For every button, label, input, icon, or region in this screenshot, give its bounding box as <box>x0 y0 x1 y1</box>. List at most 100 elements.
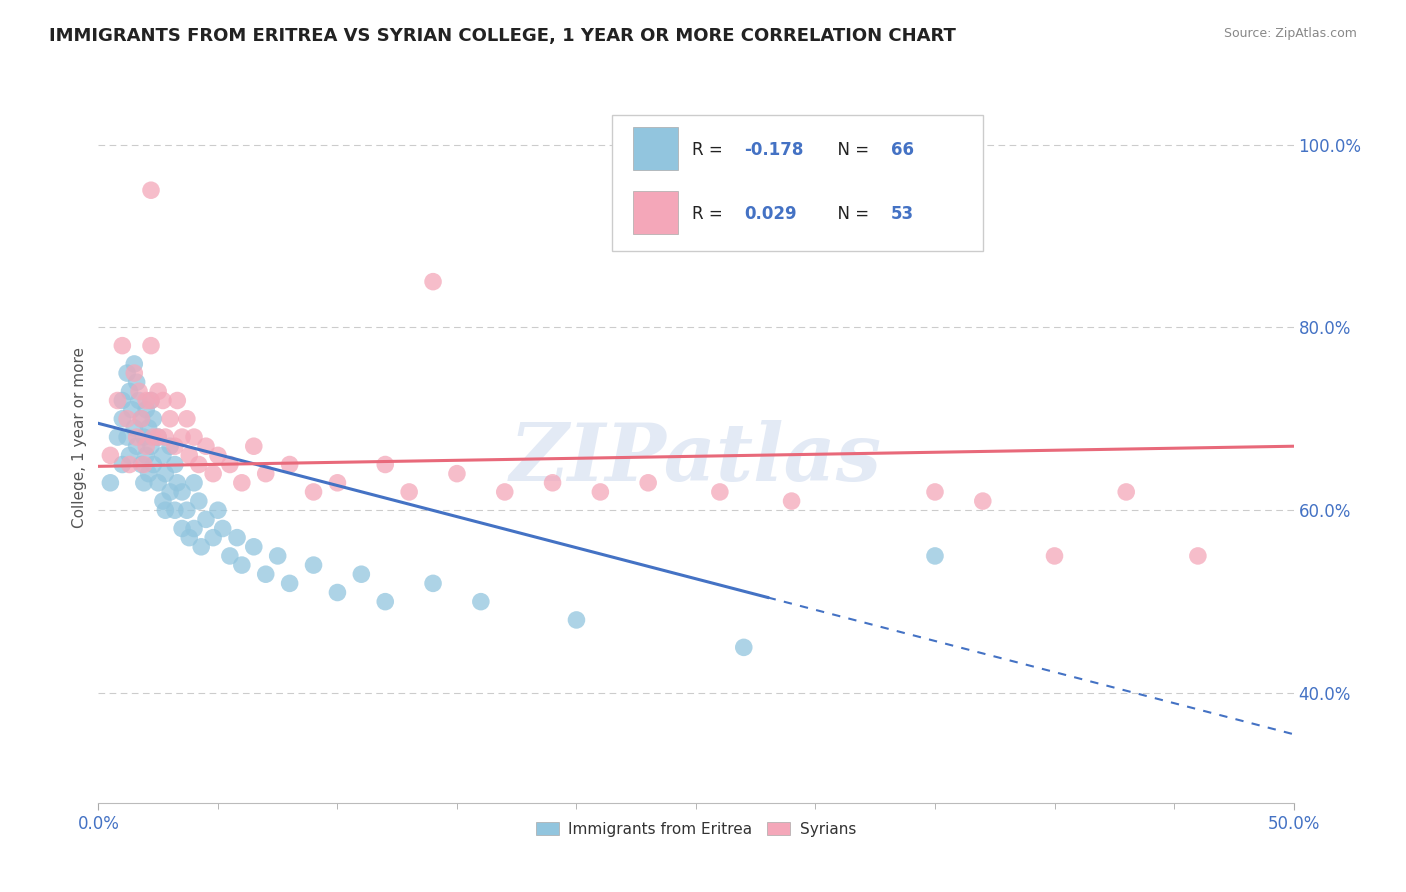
Point <box>111 412 134 426</box>
Point <box>278 458 301 472</box>
Point <box>733 640 755 655</box>
Point <box>125 439 148 453</box>
Text: 66: 66 <box>891 141 914 159</box>
Point <box>163 458 186 472</box>
Point <box>131 412 153 426</box>
Point <box>1187 549 1209 563</box>
Point <box>924 549 946 563</box>
Point <box>148 475 170 490</box>
Y-axis label: College, 1 year or more: College, 1 year or more <box>72 347 87 527</box>
Point <box>155 430 177 444</box>
Point <box>152 448 174 462</box>
Point <box>107 393 129 408</box>
Point <box>132 458 155 472</box>
Point <box>350 567 373 582</box>
Text: IMMIGRANTS FROM ERITREA VS SYRIAN COLLEGE, 1 YEAR OR MORE CORRELATION CHART: IMMIGRANTS FROM ERITREA VS SYRIAN COLLEG… <box>49 27 956 45</box>
Point <box>494 485 516 500</box>
Point <box>422 275 444 289</box>
Point <box>226 531 249 545</box>
Point <box>195 512 218 526</box>
Point <box>254 567 277 582</box>
Point <box>972 494 994 508</box>
Point <box>231 475 253 490</box>
Point <box>124 366 146 380</box>
Point <box>179 448 201 462</box>
Point <box>172 430 194 444</box>
Point <box>278 576 301 591</box>
Point <box>159 412 181 426</box>
Point <box>166 393 188 408</box>
Point <box>176 503 198 517</box>
Point <box>780 494 803 508</box>
Point <box>1115 485 1137 500</box>
Point <box>135 402 157 417</box>
Point <box>541 475 564 490</box>
Point <box>709 485 731 500</box>
Point <box>1043 549 1066 563</box>
Point <box>115 430 138 444</box>
Text: -0.178: -0.178 <box>744 141 803 159</box>
Point <box>179 531 201 545</box>
Point <box>124 421 146 435</box>
Point <box>422 576 444 591</box>
Point <box>131 458 153 472</box>
Point <box>139 183 162 197</box>
Point <box>159 485 181 500</box>
Point <box>924 485 946 500</box>
Point <box>374 594 396 608</box>
Point <box>302 558 325 573</box>
Point <box>128 384 150 399</box>
Point <box>142 412 165 426</box>
Point <box>139 338 162 352</box>
Point <box>148 430 170 444</box>
Point <box>155 503 177 517</box>
Point <box>138 467 160 481</box>
Point <box>565 613 588 627</box>
Point <box>131 412 153 426</box>
Point <box>111 338 134 352</box>
Point <box>118 448 141 462</box>
Point <box>115 366 138 380</box>
Point <box>155 467 177 481</box>
Point <box>118 458 141 472</box>
Point <box>470 594 492 608</box>
Point <box>148 430 170 444</box>
Point <box>183 521 205 535</box>
Point <box>231 558 253 573</box>
Text: N =: N = <box>827 141 875 159</box>
Point <box>159 439 181 453</box>
Point <box>187 458 209 472</box>
Point <box>166 475 188 490</box>
FancyBboxPatch shape <box>613 115 983 251</box>
Point <box>138 421 160 435</box>
Point <box>190 540 212 554</box>
Point <box>219 458 242 472</box>
Point <box>107 430 129 444</box>
Point <box>302 485 325 500</box>
Bar <box>633 191 678 235</box>
Point <box>125 430 148 444</box>
Point <box>267 549 290 563</box>
Point <box>219 549 242 563</box>
Point <box>326 475 349 490</box>
Point <box>211 521 233 535</box>
Point <box>111 458 134 472</box>
Point <box>152 393 174 408</box>
Point <box>326 585 349 599</box>
Point <box>115 412 138 426</box>
Point <box>98 448 122 462</box>
Text: R =: R = <box>692 141 728 159</box>
Point <box>121 402 143 417</box>
Point <box>172 485 194 500</box>
Point <box>163 503 186 517</box>
Point <box>243 439 266 453</box>
Point <box>148 384 170 399</box>
Point <box>374 458 396 472</box>
Point <box>139 393 162 408</box>
Point <box>98 475 122 490</box>
Point <box>589 485 612 500</box>
Point <box>135 448 157 462</box>
Point <box>125 376 148 390</box>
Point <box>183 430 205 444</box>
Point <box>202 467 225 481</box>
